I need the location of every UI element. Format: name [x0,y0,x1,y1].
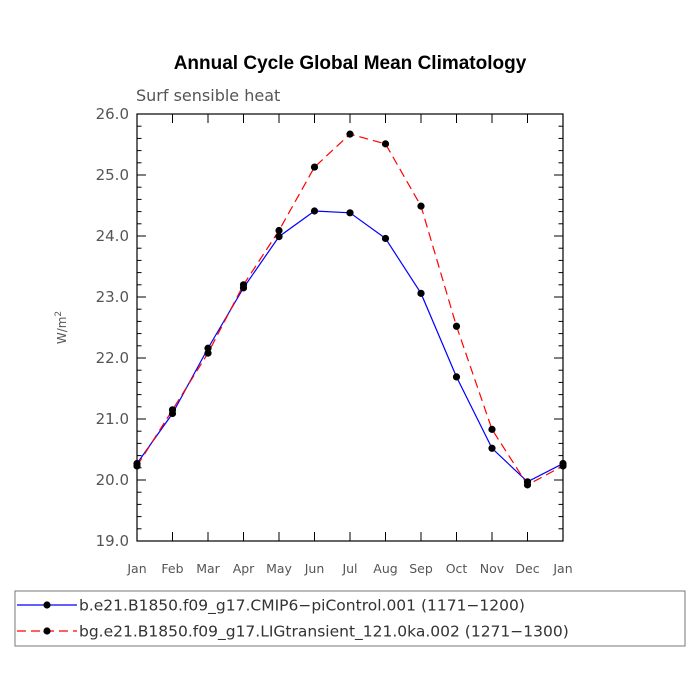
x-tick-label: May [266,561,292,576]
legend-entry-1: b.e21.B1850.f09_g17.CMIP6−piControl.001 … [79,597,525,616]
series-line-1 [136,210,564,483]
chart-subtitle: Surf sensible heat [136,86,280,105]
legend-swatch-marker-2 [43,627,51,635]
series-2-point [452,322,461,330]
x-tick-label: Oct [446,561,468,576]
x-tick-label: Apr [233,561,255,576]
x-tick-label: Jul [341,561,357,576]
series-1-point [452,373,461,381]
x-tick-label: Sep [409,561,433,576]
y-tick-label: 25.0 [96,166,129,184]
legend: b.e21.B1850.f09_g17.CMIP6−piControl.001 … [14,590,686,647]
series-2-point [239,281,248,289]
series-2-point [310,163,319,171]
y-tick-label: 20.0 [96,471,129,489]
series-2-point [417,202,425,210]
y-axis-label: W/m2 [54,311,69,344]
series-2-point [204,349,212,357]
y-tick-label: 21.0 [96,410,129,428]
x-tick-label: Mar [196,561,220,576]
series-2-point [523,481,532,489]
series-1-point [275,233,283,241]
series-2-point [133,462,141,470]
plot-axes: 19.0 20.0 21.0 22.0 23.0 24.0 25.0 26.0 Jan Feb Ma… [54,105,573,576]
series-1-point [310,207,319,215]
chart-title: Annual Cycle Global Mean Climatology [174,53,527,74]
y-tick-label: 19.0 [96,532,129,550]
series-2-point [346,130,354,138]
y-axis-label-superscript: 2 [54,311,64,317]
series-2-point [381,140,390,148]
x-tick-label: Jun [304,561,325,576]
series-2-point [488,425,496,433]
y-tick-label: 22.0 [96,349,129,367]
legend-swatch-marker-1 [43,601,51,609]
series-2-point [275,226,283,235]
x-tick-label: Aug [373,561,397,576]
x-tick-label: Nov [480,561,505,576]
x-tick-label: Jan [126,561,146,576]
series-line-2 [136,133,564,486]
series-1-point [346,209,354,217]
legend-entry-2: bg.e21.B1850.f09_g17.LIGtransient_121.0k… [79,623,569,642]
y-axis-label-unit: W/m [55,317,69,345]
x-tick-label: Jan [552,561,572,576]
x-tick-label: Dec [515,561,539,576]
series-1-point [417,289,425,297]
x-tick-label: Feb [161,561,183,576]
series-1-point [381,234,390,243]
plot-series [133,130,567,489]
y-tick-label: 26.0 [96,105,129,123]
plot-frame [136,113,564,542]
series-2-point [168,406,177,414]
y-tick-label: 24.0 [96,227,129,245]
y-tick-label: 23.0 [96,288,129,306]
legend-box [14,590,686,647]
series-1-point [488,444,496,452]
series-2-point [559,462,567,470]
